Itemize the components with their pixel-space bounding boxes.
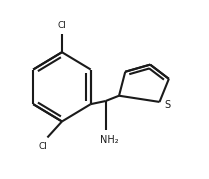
- Text: S: S: [165, 100, 171, 110]
- Text: Cl: Cl: [57, 21, 66, 30]
- Text: Cl: Cl: [39, 142, 48, 151]
- Text: NH₂: NH₂: [100, 135, 119, 145]
